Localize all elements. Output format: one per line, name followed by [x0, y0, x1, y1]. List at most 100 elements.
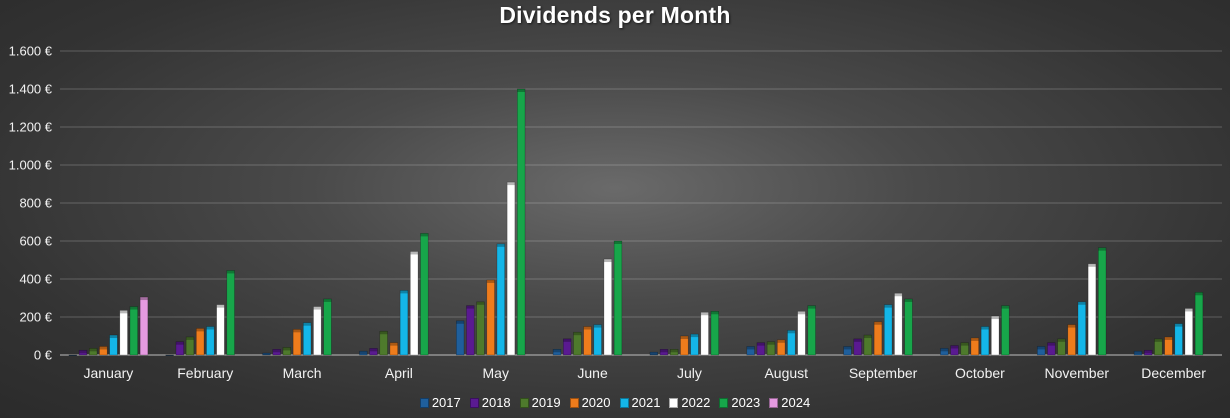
bar-2019-may [476, 301, 485, 356]
bar-bevel [1088, 263, 1096, 267]
bar-2022-august [797, 310, 806, 356]
legend-label: 2021 [631, 395, 661, 410]
bar-2018-january [78, 349, 88, 356]
bar-bevel [960, 342, 969, 346]
legend-label: 2022 [681, 395, 711, 410]
bar-2020-november [1067, 324, 1076, 356]
bar-2020-july [680, 335, 689, 356]
bar-bevel [196, 328, 205, 332]
bar-bevel [140, 297, 148, 301]
bar-2017-april [359, 350, 368, 356]
bar-2020-december [1164, 336, 1173, 356]
bar-2023-october [1001, 305, 1010, 356]
bar-bevel [1144, 350, 1153, 354]
x-tick-label: October [955, 365, 1005, 381]
bar-bevel [456, 320, 465, 324]
bar-2021-november [1077, 301, 1086, 356]
bar-2022-may [506, 181, 516, 356]
bar-bevel [262, 353, 271, 355]
y-tick-label: 600 € [19, 234, 52, 249]
bar-2017-february [165, 354, 174, 356]
legend-swatch [619, 397, 629, 408]
bar-2018-april [369, 348, 378, 356]
bar-2020-september [873, 321, 883, 356]
bar-2021-august [787, 329, 796, 356]
legend-label: 2017 [431, 395, 461, 410]
bar-bevel [1195, 292, 1203, 296]
bar-2021-july [690, 333, 699, 356]
bar-2019-february [185, 336, 195, 356]
bar-bevel [884, 304, 893, 308]
bar-2020-october [970, 337, 979, 356]
bar-bevel [700, 312, 709, 316]
bar-bevel [1037, 346, 1046, 350]
bar-2018-march [272, 348, 281, 356]
bar-2017-november [1037, 346, 1046, 356]
bar-2021-june [593, 324, 602, 356]
bar-bevel [359, 351, 368, 355]
bar-bevel [303, 322, 312, 326]
bar-2017-june [552, 348, 562, 356]
bar-bevel [313, 306, 322, 310]
bar-bevel [165, 355, 174, 356]
y-tick-label: 1.000 € [9, 158, 53, 173]
bar-2022-january [119, 310, 128, 356]
bar-bevel [496, 243, 505, 247]
bar-bevel [573, 332, 582, 336]
bar-bevel [400, 290, 408, 294]
legend-swatch [569, 397, 579, 408]
legend-swatch [419, 397, 429, 408]
y-tick-label: 0 € [34, 348, 53, 363]
bar-bevel [593, 324, 602, 328]
bar-bevel [807, 305, 816, 309]
y-tick-label: 1.600 € [9, 44, 53, 59]
bar-bevel [1057, 338, 1066, 342]
legend-item-2021: 2021 [619, 395, 661, 410]
bar-2022-february [216, 304, 225, 356]
bar-2021-april [399, 290, 409, 356]
legend-label: 2023 [731, 395, 761, 410]
bar-2022-november [1087, 263, 1097, 356]
bar-bevel [981, 326, 989, 330]
bar-2021-january [109, 334, 118, 356]
bar-2020-august [777, 339, 786, 356]
y-tick-label: 800 € [19, 196, 52, 211]
legend-item-2023: 2023 [719, 395, 760, 410]
bar-2023-january [129, 306, 138, 356]
bar-2018-december [1144, 349, 1153, 356]
bar-bevel [129, 306, 138, 310]
bar-2017-october [940, 348, 949, 356]
bar-bevel [660, 349, 668, 353]
bar-2023-december [1194, 291, 1204, 356]
bar-2020-january [99, 346, 108, 356]
bar-2021-may [496, 243, 505, 356]
bar-bevel [797, 311, 806, 315]
bar-bevel [1077, 301, 1086, 305]
bar-bevel [787, 330, 796, 334]
bar-bevel [777, 339, 786, 343]
bar-bevel [109, 335, 118, 339]
bar-bevel [553, 349, 561, 353]
bar-bevel [603, 259, 612, 263]
x-tick-label: June [577, 365, 608, 381]
bar-2020-may [486, 279, 495, 356]
bar-bevel [226, 270, 235, 274]
bar-2023-august [807, 305, 816, 356]
bar-2017-may [456, 320, 465, 356]
bar-2021-february [206, 326, 215, 356]
bar-2023-may [517, 88, 526, 356]
bar-2022-march [313, 306, 322, 356]
y-tick-label: 400 € [19, 272, 52, 287]
legend-swatch [769, 397, 779, 408]
bar-bevel [874, 321, 882, 325]
bar-2023-june [613, 240, 623, 356]
bar-2023-july [710, 310, 719, 356]
x-tick-label: March [283, 365, 322, 381]
bar-bevel [216, 304, 225, 308]
bar-bevel [175, 341, 184, 345]
bar-bevel [991, 316, 1000, 320]
bar-2024-january [139, 296, 149, 356]
bar-bevel [1174, 323, 1183, 327]
bar-2022-september [894, 292, 903, 356]
